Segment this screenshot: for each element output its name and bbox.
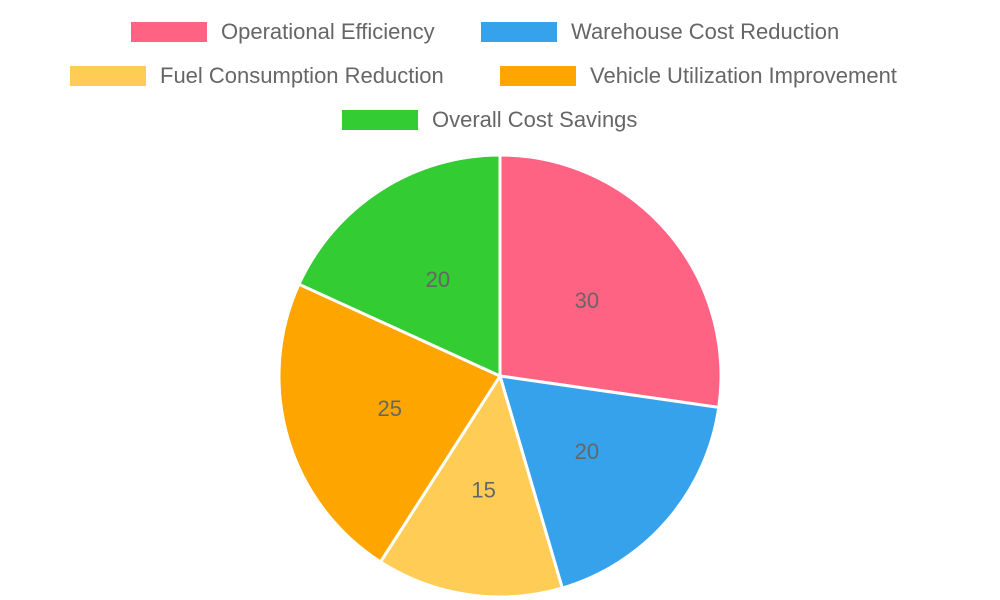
legend-item-operational-efficiency[interactable]: Operational Efficiency xyxy=(131,20,435,44)
legend-item-vehicle-utilization-improvement[interactable]: Vehicle Utilization Improvement xyxy=(500,64,897,88)
pie-slice-value-label-warehouse-cost-reduction: 20 xyxy=(575,439,599,464)
legend-swatch-fuel-consumption-reduction xyxy=(70,66,146,86)
pie-slice-value-label-fuel-consumption-reduction: 15 xyxy=(471,477,495,502)
legend-label-fuel-consumption-reduction: Fuel Consumption Reduction xyxy=(160,63,444,88)
chart-legend: Operational Efficiency Warehouse Cost Re… xyxy=(0,0,1000,140)
legend-item-fuel-consumption-reduction[interactable]: Fuel Consumption Reduction xyxy=(70,64,444,88)
legend-label-warehouse-cost-reduction: Warehouse Cost Reduction xyxy=(571,19,840,44)
pie-slice-value-label-overall-cost-savings: 20 xyxy=(426,267,450,292)
legend-item-overall-cost-savings[interactable]: Overall Cost Savings xyxy=(342,108,637,132)
pie-slice-warehouse-cost-reduction[interactable] xyxy=(497,374,721,590)
pie-slice-overall-cost-savings[interactable] xyxy=(296,153,502,379)
pie-slice-labels: 30 20 15 25 20 xyxy=(377,267,599,502)
legend-label-overall-cost-savings: Overall Cost Savings xyxy=(432,107,638,132)
legend-swatch-operational-efficiency xyxy=(131,22,207,42)
legend-item-warehouse-cost-reduction[interactable]: Warehouse Cost Reduction xyxy=(481,20,839,44)
pie-slice-value-label-operational-efficiency: 30 xyxy=(575,288,599,313)
pie-slices xyxy=(277,153,723,599)
pie-slice-operational-efficiency[interactable] xyxy=(498,153,723,410)
legend-swatch-warehouse-cost-reduction xyxy=(481,22,557,42)
legend-swatch-overall-cost-savings xyxy=(342,110,418,130)
legend-label-vehicle-utilization-improvement: Vehicle Utilization Improvement xyxy=(590,63,897,88)
pie-slice-fuel-consumption-reduction[interactable] xyxy=(378,372,565,599)
pie-slice-vehicle-utilization-improvement[interactable] xyxy=(277,282,503,564)
pie-slice-value-label-vehicle-utilization-improvement: 25 xyxy=(377,396,401,421)
legend-swatch-vehicle-utilization-improvement xyxy=(500,66,576,86)
legend-label-operational-efficiency: Operational Efficiency xyxy=(221,19,435,44)
